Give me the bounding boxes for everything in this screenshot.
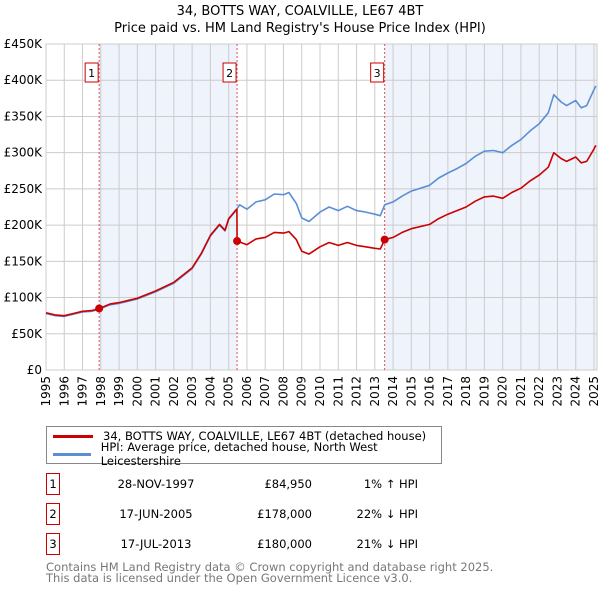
x-tick-label: 2019 bbox=[477, 376, 491, 407]
table-row: 2 17-JUN-2005 £178,000 22% ↓ HPI bbox=[46, 503, 600, 525]
x-tick-label: 2023 bbox=[550, 376, 564, 407]
legend-swatch-red bbox=[53, 434, 93, 438]
sale-marker-badge: 3 bbox=[46, 533, 60, 555]
x-tick-label: 2025 bbox=[587, 376, 600, 407]
legend-label: HPI: Average price, detached house, Nort… bbox=[100, 440, 378, 468]
sale-marker-box bbox=[222, 62, 237, 83]
sale-point bbox=[95, 304, 104, 313]
shaded-period bbox=[99, 44, 238, 370]
x-tick-label: 1996 bbox=[57, 376, 71, 407]
x-tick-label: 2007 bbox=[258, 376, 272, 407]
x-tick-label: 2024 bbox=[569, 376, 583, 407]
x-tick-label: 1998 bbox=[94, 376, 108, 407]
chart-subtitle: Price paid vs. HM Land Registry's House … bbox=[114, 21, 486, 36]
sale-marker-box bbox=[84, 62, 99, 83]
sale-marker-badge: 1 bbox=[46, 473, 60, 495]
table-row: 3 17-JUL-2013 £180,000 21% ↓ HPI bbox=[46, 533, 600, 555]
sale-date: 28-NOV-1997 bbox=[117, 477, 195, 491]
x-tick-label: 2003 bbox=[185, 376, 199, 407]
y-tick-label: £0 bbox=[27, 363, 42, 377]
x-tick-label: 2018 bbox=[459, 376, 473, 407]
line-chart: 1995 1996 1997 1998 1999 2000 2001 2002 2003 2004… bbox=[4, 37, 600, 407]
x-tick-label: 2010 bbox=[313, 376, 327, 407]
x-tick-label: 2013 bbox=[368, 376, 382, 407]
x-tick-label: 2016 bbox=[423, 376, 437, 407]
legend-item-property: 34, BOTTS WAY, COALVILLE, LE67 4BT (deta… bbox=[53, 427, 426, 445]
sale-marker-box bbox=[370, 62, 385, 83]
x-tick-label: 2022 bbox=[532, 376, 546, 407]
hpi-diff: 21% ↓ HPI bbox=[356, 537, 418, 551]
x-tick-label: 2004 bbox=[203, 376, 217, 407]
y-tick-label: £300K bbox=[4, 146, 44, 160]
sale-price: £180,000 bbox=[257, 537, 312, 551]
hpi-diff: 22% ↓ HPI bbox=[356, 507, 418, 521]
shaded-period bbox=[384, 44, 597, 370]
y-tick-label: £50K bbox=[11, 327, 43, 341]
x-tick-label: 2012 bbox=[350, 376, 364, 407]
sale-marker-badge: 2 bbox=[46, 503, 60, 525]
hpi-diff: 1% ↑ HPI bbox=[363, 477, 418, 491]
x-tick-label: 2015 bbox=[404, 376, 418, 407]
y-tick-label: £400K bbox=[4, 73, 44, 87]
y-tick-label: £450K bbox=[4, 37, 44, 51]
sale-marker-label: 1 bbox=[88, 67, 95, 80]
chart-title: 34, BOTTS WAY, COALVILLE, LE67 4BT bbox=[176, 4, 424, 19]
y-tick-label: £100K bbox=[4, 291, 44, 305]
x-tick-label: 2001 bbox=[149, 376, 163, 407]
y-tick-label: £150K bbox=[4, 254, 44, 268]
table-row: 1 28-NOV-1997 £84,950 1% ↑ HPI bbox=[46, 473, 600, 495]
sale-date: 17-JUN-2005 bbox=[119, 507, 193, 521]
legend-label: 34, BOTTS WAY, COALVILLE, LE67 4BT (deta… bbox=[103, 429, 427, 443]
x-tick-label: 1995 bbox=[39, 376, 53, 407]
sale-point bbox=[233, 237, 242, 246]
x-tick-label: 2005 bbox=[222, 376, 236, 407]
sale-date: 17-JUL-2013 bbox=[120, 537, 192, 551]
y-tick-label: £250K bbox=[4, 182, 44, 196]
x-tick-label: 2009 bbox=[295, 376, 309, 407]
price-paid-line bbox=[45, 145, 597, 317]
x-tick-label: 2002 bbox=[167, 376, 181, 407]
x-tick-label: 2020 bbox=[496, 376, 510, 407]
x-tick-label: 1999 bbox=[112, 376, 126, 407]
x-tick-label: 2008 bbox=[276, 376, 290, 407]
plot-border bbox=[45, 43, 598, 371]
y-tick-label: £350K bbox=[4, 109, 44, 123]
x-tick-label: 2011 bbox=[331, 376, 345, 407]
sale-point bbox=[380, 235, 389, 244]
x-tick-label: 2017 bbox=[441, 376, 455, 407]
x-tick-label: 2006 bbox=[240, 376, 254, 407]
sale-marker-label: 2 bbox=[226, 67, 233, 80]
footer-copyright: Contains HM Land Registry data © Crown c… bbox=[46, 560, 494, 574]
legend-swatch-blue bbox=[53, 452, 91, 456]
sale-price: £178,000 bbox=[257, 507, 312, 521]
legend-item-hpi: HPI: Average price, detached house, Nort… bbox=[53, 440, 441, 468]
x-tick-label: 1997 bbox=[76, 376, 90, 407]
x-tick-label: 2000 bbox=[130, 376, 144, 407]
sale-marker-label: 3 bbox=[374, 67, 381, 80]
legend: 34, BOTTS WAY, COALVILLE, LE67 4BT (deta… bbox=[46, 426, 442, 468]
x-tick-label: 2014 bbox=[386, 376, 400, 407]
x-tick-label: 2021 bbox=[514, 376, 528, 407]
footer-licence: This data is licensed under the Open Gov… bbox=[46, 571, 413, 585]
sale-price: £84,950 bbox=[264, 477, 312, 491]
y-tick-label: £200K bbox=[4, 218, 44, 232]
